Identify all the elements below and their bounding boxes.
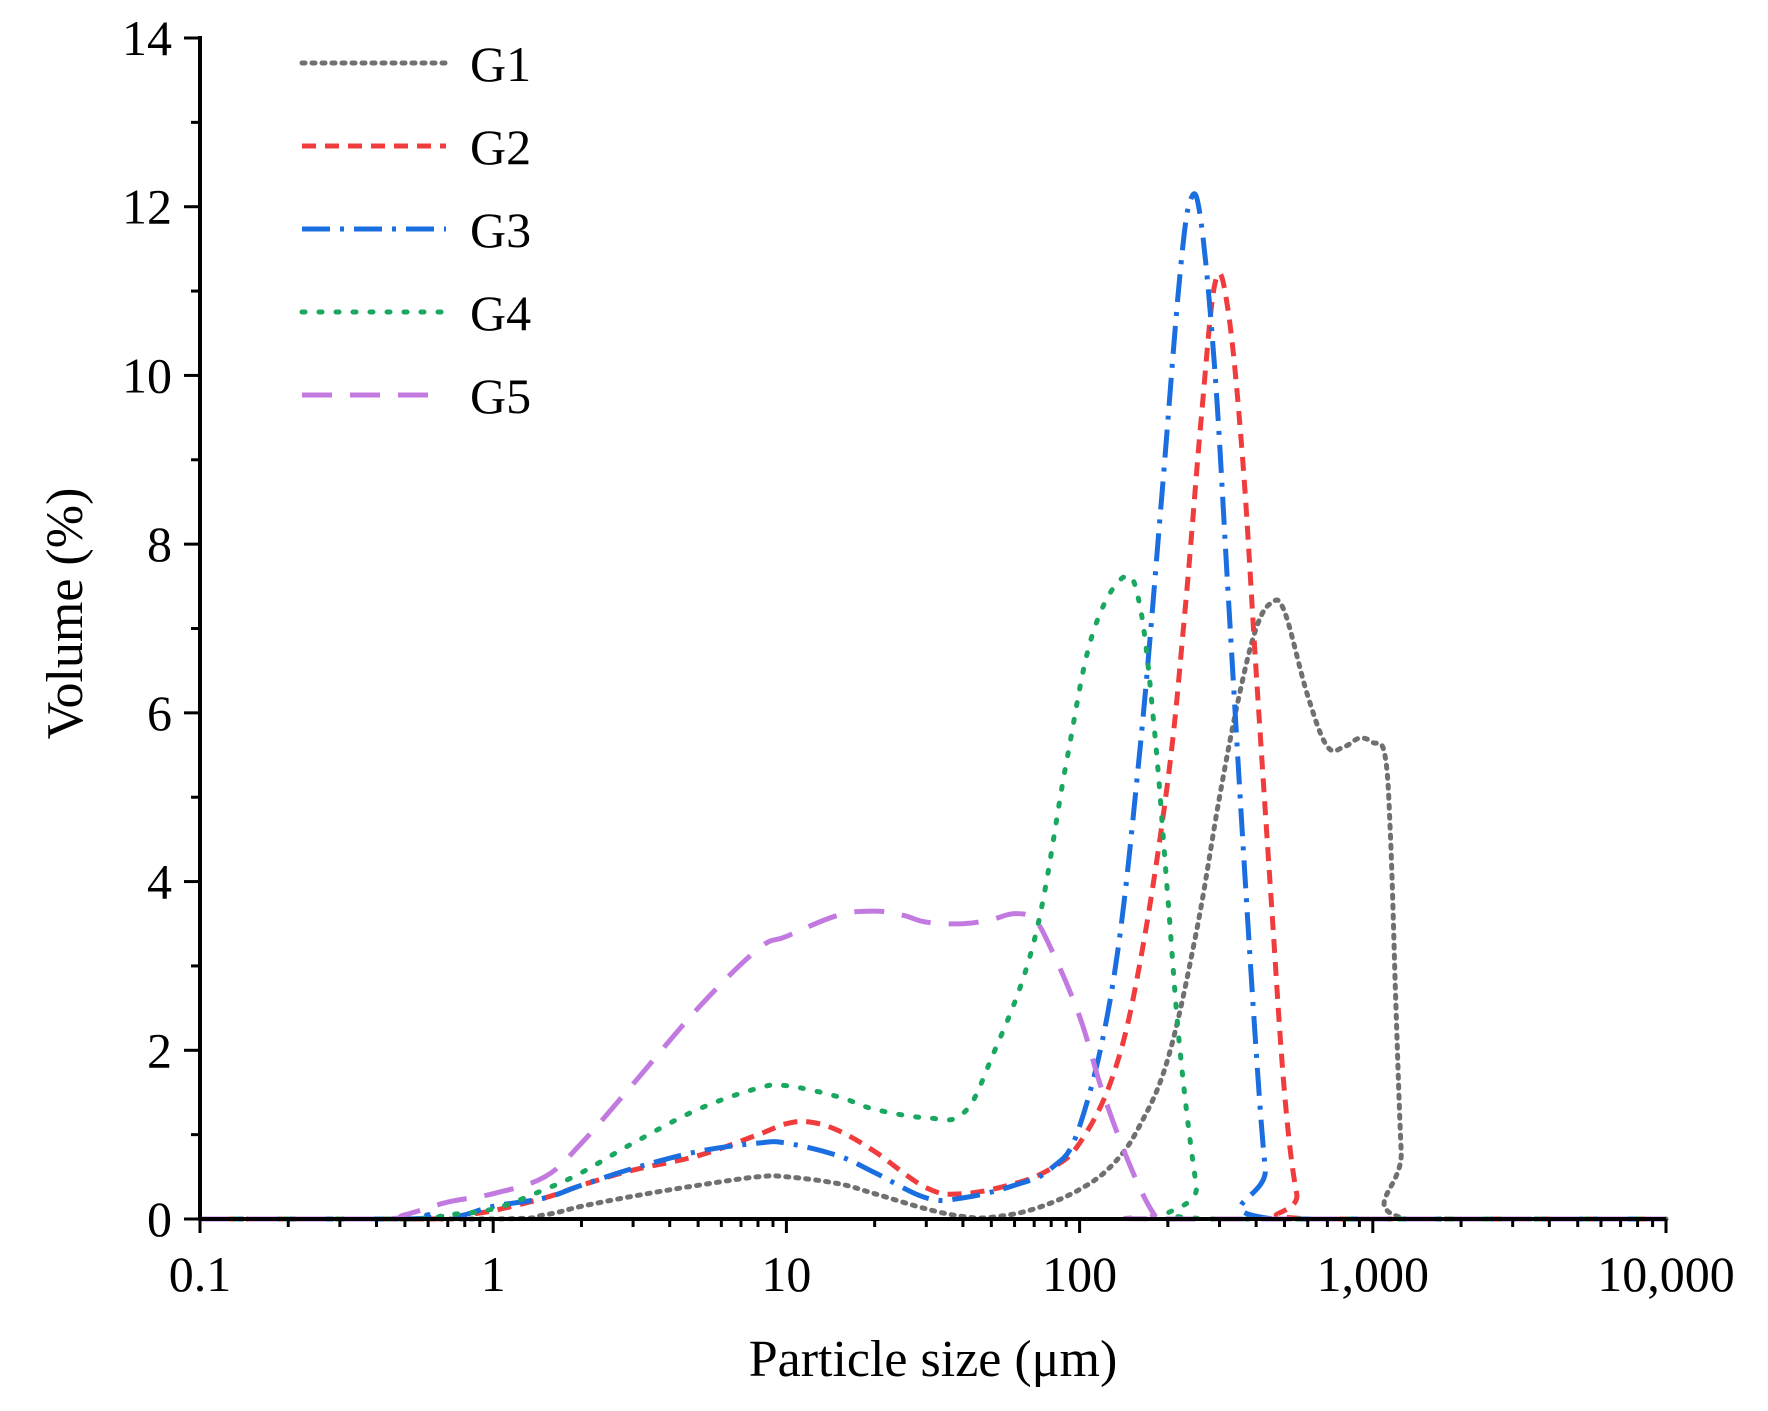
x-tick-label: 1,000 (1317, 1246, 1430, 1302)
x-tick-label: 0.1 (169, 1246, 232, 1302)
axes: 0.1 1 10 100 1,000 10,000 0 2 4 6 8 10 12 14 (122, 10, 1735, 1302)
legend: G1 G2 G3 G4 G5 (299, 36, 531, 424)
series-line-g4 (197, 573, 1669, 1222)
x-tick-label: 1 (481, 1246, 506, 1302)
x-tick-label: 100 (1042, 1246, 1117, 1302)
y-tick-label: 6 (147, 685, 172, 741)
y-tick-label: 4 (147, 854, 172, 910)
y-tick-label: 12 (122, 179, 172, 235)
series-line-g5 (200, 908, 1666, 1222)
series-line-g3 (200, 191, 1666, 1222)
legend-label-g5: G5 (470, 368, 531, 424)
y-tick-label: 8 (147, 516, 172, 572)
y-axis-title: Volume (%) (37, 488, 94, 740)
x-tick-label: 10 (761, 1246, 811, 1302)
series-line-g1 (197, 597, 1669, 1222)
y-tick-label: 0 (147, 1191, 172, 1247)
y-tick-label: 2 (147, 1022, 172, 1078)
legend-label-g1: G1 (470, 36, 531, 92)
legend-label-g4: G4 (470, 285, 531, 341)
legend-label-g2: G2 (470, 119, 531, 175)
x-tick-label: 10,000 (1597, 1246, 1735, 1302)
y-tick-label: 10 (122, 347, 172, 403)
legend-label-g3: G3 (470, 202, 531, 258)
plot-area (197, 191, 1669, 1222)
y-tick-label: 14 (122, 10, 172, 66)
series-line-g2 (200, 270, 1666, 1222)
x-axis-title: Particle size (μm) (749, 1331, 1118, 1388)
